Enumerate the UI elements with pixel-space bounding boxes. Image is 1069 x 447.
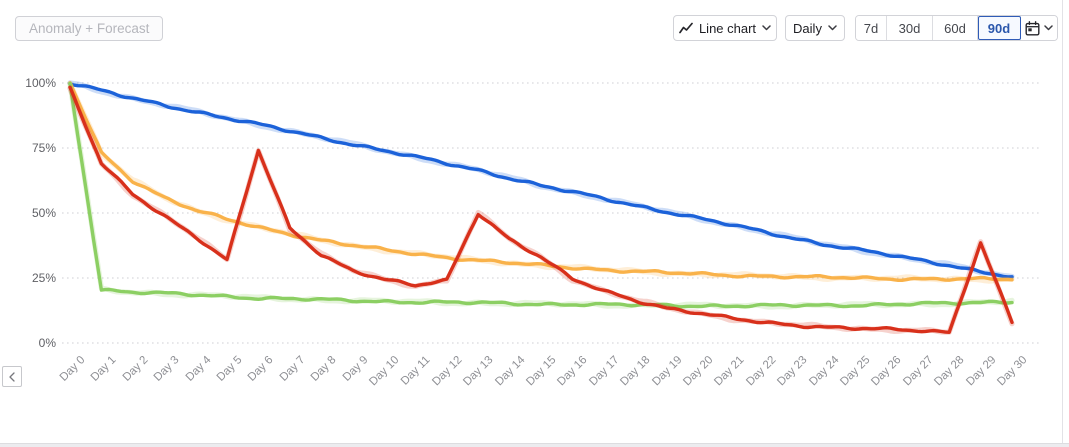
chevron-left-icon	[8, 371, 16, 382]
right-divider	[1062, 0, 1063, 447]
line-chart-icon	[679, 22, 693, 34]
series-red-line	[68, 85, 1014, 334]
granularity-label: Daily	[793, 20, 822, 36]
chart-type-label: Line chart	[698, 20, 757, 36]
chevron-down-icon	[828, 25, 837, 31]
chevron-down-icon	[1044, 25, 1053, 31]
bottom-divider	[0, 443, 1069, 447]
date-range-group: 7d 30d 60d 90d	[855, 15, 1058, 41]
range-30d-button[interactable]: 30d	[887, 16, 933, 40]
y-tick-label: 0%	[38, 336, 56, 350]
anomaly-forecast-button[interactable]: Anomaly + Forecast	[15, 16, 164, 41]
y-tick-label: 50%	[31, 206, 56, 220]
y-tick-label: 75%	[31, 141, 56, 155]
range-90d-button[interactable]: 90d	[978, 16, 1021, 40]
series-blue-line	[68, 82, 1014, 279]
y-tick-label: 25%	[31, 271, 56, 285]
range-60d-button[interactable]: 60d	[933, 16, 978, 40]
granularity-dropdown[interactable]: Daily	[785, 15, 845, 41]
series-green-line	[68, 81, 1014, 309]
scroll-left-button[interactable]	[2, 366, 22, 387]
series-orange-line	[68, 81, 1014, 282]
chart-type-dropdown[interactable]: Line chart	[673, 15, 777, 41]
chevron-down-icon	[762, 25, 771, 31]
range-7d-button[interactable]: 7d	[856, 16, 887, 40]
calendar-range-button[interactable]	[1021, 16, 1057, 40]
y-tick-label: 100%	[25, 76, 56, 90]
calendar-icon	[1025, 20, 1040, 36]
